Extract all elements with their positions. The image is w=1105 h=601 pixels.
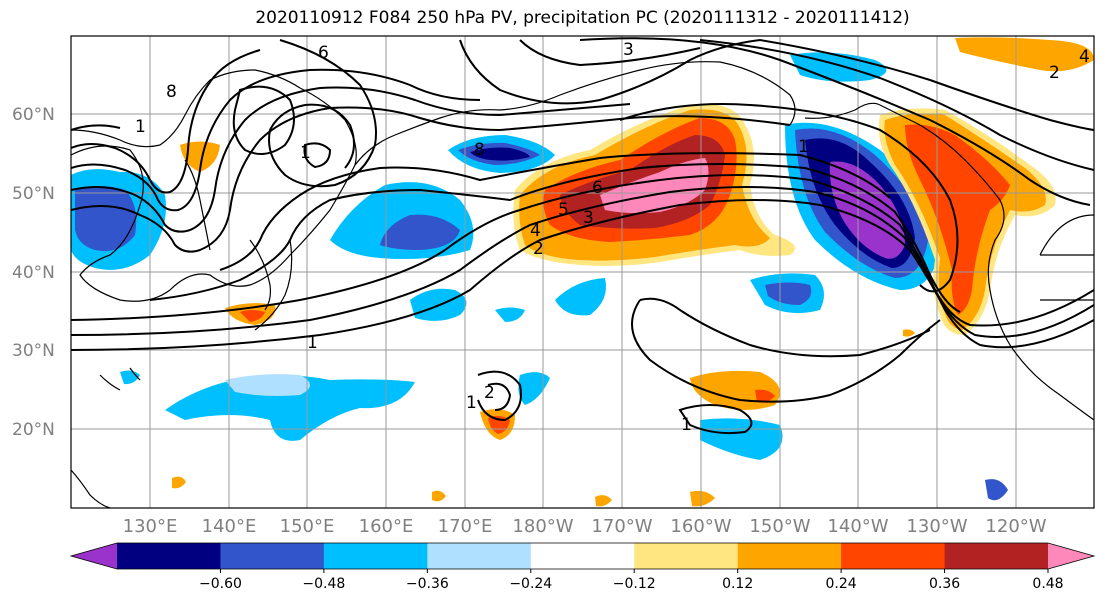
contour-label: 8 xyxy=(166,82,177,102)
contour-label: 3 xyxy=(583,208,594,228)
contour-label: 4 xyxy=(1079,47,1090,67)
lon-label: 130°E xyxy=(123,516,178,537)
pv-contours xyxy=(71,37,1094,435)
lon-label: 120°W xyxy=(985,516,1046,537)
contour-label: 2 xyxy=(533,239,544,259)
colorbar-segment xyxy=(634,543,739,569)
lat-label: 50°N xyxy=(12,184,55,204)
colorbar-segment xyxy=(117,543,221,569)
contour-label: 1 xyxy=(307,333,318,353)
pos-fill-small-4 xyxy=(690,490,715,507)
contour-label: 4 xyxy=(530,221,541,241)
contour-label: 1 xyxy=(798,137,809,157)
lon-label: 180°W xyxy=(512,516,573,537)
colorbar-tick-label: 0.36 xyxy=(929,576,960,592)
neg-fill-sub-blob-2 xyxy=(518,372,550,405)
pos-fill-west-35n-core xyxy=(240,310,265,322)
colorbar-segment xyxy=(737,543,842,569)
lon-label: 150°E xyxy=(280,516,335,537)
contour-label: 1 xyxy=(681,415,692,435)
neg-fill-sub-blob-1 xyxy=(495,307,525,322)
pos-fill-small-5 xyxy=(903,329,915,337)
colorbar: −0.60 −0.48 −0.36 −0.24 −0.12 0.12 0.24 0.36 0.4… xyxy=(69,542,1096,592)
precip-positive-fills xyxy=(172,37,1094,507)
colorbar-tick-label: −0.24 xyxy=(509,576,552,592)
contour-label: 1 xyxy=(300,143,311,163)
pos-fill-north-ne xyxy=(955,37,1094,72)
lon-label: 160°W xyxy=(670,516,731,537)
colorbar-right-extension xyxy=(1048,543,1094,569)
neg-fill-south-west xyxy=(165,375,415,441)
colorbar-tick-label: −0.36 xyxy=(406,576,449,592)
lat-label: 60°N xyxy=(12,105,55,125)
lon-axis: 130°E 140°E 150°E 160°E 170°E 180°W 170°… xyxy=(123,516,1047,537)
contour-label: 6 xyxy=(592,178,603,198)
colorbar-segment xyxy=(323,543,428,569)
colorbar-tick-label: −0.60 xyxy=(199,576,242,592)
colorbar-segment xyxy=(530,543,635,569)
colorbar-tick-label: −0.48 xyxy=(302,576,345,592)
neg-fill-170w-35n xyxy=(555,278,606,316)
colorbar-segment xyxy=(220,543,325,569)
neg-fill-japan-east-core xyxy=(380,214,460,250)
contour-label: 6 xyxy=(318,43,329,63)
neg-fill-aleutian-navy xyxy=(470,147,530,161)
colorbar-tick-label: 0.24 xyxy=(826,576,857,592)
colorbar-tick-label: −0.12 xyxy=(613,576,656,592)
pos-fill-25n-150w-core xyxy=(755,389,775,403)
pos-fill-small-2 xyxy=(432,490,446,502)
colorbar-tick-label: 0.12 xyxy=(722,576,753,592)
colorbar-left-extension xyxy=(71,543,117,569)
map-border xyxy=(70,35,1095,509)
pos-fill-small-3 xyxy=(595,495,612,507)
colorbar-segment xyxy=(841,543,946,569)
lon-label: 160°E xyxy=(359,516,414,537)
lat-label: 40°N xyxy=(12,263,55,283)
contour-label: 2 xyxy=(1049,63,1060,83)
contour-label: 3 xyxy=(623,40,634,60)
contour-label: 1 xyxy=(466,393,477,413)
contour-label: 2 xyxy=(484,383,495,403)
neg-fill-west-core xyxy=(75,186,137,251)
contour-label: 1 xyxy=(135,117,146,137)
neg-fill-mid-pacific-core xyxy=(765,282,812,305)
neg-fill-se-small xyxy=(985,479,1008,501)
lon-label: 170°W xyxy=(591,516,652,537)
contour-labels: 6 3 2 4 8 1 1 8 6 5 3 4 2 1 1 2 1 1 xyxy=(135,40,1090,435)
neg-fill-south-west-light xyxy=(225,374,310,396)
lon-label: 140°W xyxy=(827,516,888,537)
pos-fill-nw-small xyxy=(180,141,220,172)
lon-label: 170°E xyxy=(438,516,493,537)
coastlines xyxy=(71,61,1094,508)
colorbar-tick-label: 0.48 xyxy=(1032,576,1063,592)
pos-fill-small-1 xyxy=(172,476,186,489)
figure-title: 2020110912 F084 250 hPa PV, precipitatio… xyxy=(255,8,910,28)
lon-label: 130°W xyxy=(906,516,967,537)
lat-label: 20°N xyxy=(12,420,55,440)
colorbar-segment xyxy=(427,543,532,569)
colorbar-segment xyxy=(944,543,1049,569)
contour-label: 8 xyxy=(474,140,485,160)
lon-label: 140°E xyxy=(202,516,257,537)
precip-negative-fills xyxy=(71,52,1008,501)
contour-label: 5 xyxy=(558,200,569,220)
lat-label: 30°N xyxy=(12,341,55,361)
lat-axis: 60°N 50°N 40°N 30°N 20°N xyxy=(12,105,55,440)
lon-label: 150°W xyxy=(749,516,810,537)
